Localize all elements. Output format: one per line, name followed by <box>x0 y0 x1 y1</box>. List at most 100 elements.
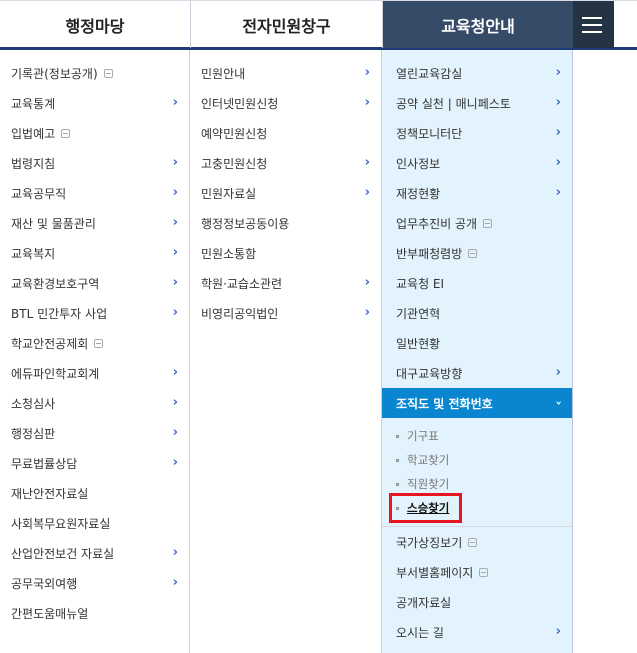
menu-item[interactable]: 업무추진비 공개 <box>382 208 572 238</box>
chevron-right-icon: › <box>555 95 561 110</box>
menu-item[interactable]: 입법예고 <box>0 118 189 148</box>
menu-item[interactable]: 예약민원신청 <box>190 118 381 148</box>
submenu-item-label: 스승찾기 <box>407 501 450 515</box>
menu-item[interactable]: 공무국외여행 › <box>0 568 189 598</box>
menu-item[interactable]: 인사정보 › <box>382 148 572 178</box>
chevron-right-icon: › <box>364 155 370 170</box>
column-office-guide: 열린교육감실 › 공약 실천 | 매니페스토 › 정책모니터단 › 인사정보 › 재정현황 › 업무… <box>382 50 573 653</box>
menu-item[interactable]: 교육복지 › <box>0 238 189 268</box>
hamburger-menu-button[interactable] <box>573 1 614 48</box>
menu-item[interactable]: 교육통계 › <box>0 88 189 118</box>
menu-item-label: 행정심판 <box>11 426 56 441</box>
menu-item[interactable]: 에듀파인학교회계 › <box>0 358 189 388</box>
menu-item-label: 부서별홈페이지 <box>396 565 474 580</box>
new-window-icon <box>468 537 478 547</box>
menu-item-label: 오시는 길 <box>396 625 444 640</box>
new-window-icon <box>479 567 489 577</box>
menu-item[interactable]: 국가상징보기 <box>382 527 572 557</box>
tab-administration[interactable]: 행정마당 <box>65 16 125 36</box>
menu-item-label: 민원자료실 <box>201 186 257 201</box>
menu-item[interactable]: 기록관(정보공개) <box>0 58 189 88</box>
chevron-right-icon: › <box>555 125 561 140</box>
menu-item-label: 기관연혁 <box>396 306 441 321</box>
menu-item-label: 재정현황 <box>396 186 441 201</box>
chevron-right-icon: › <box>172 395 178 410</box>
menu-item-label: 재난안전자료실 <box>11 486 89 501</box>
menu-item-label: 일반현황 <box>396 336 441 351</box>
menu-item[interactable]: 기관연혁 <box>382 298 572 328</box>
menu-item[interactable]: 오시는 길 › <box>382 617 572 647</box>
bullet-icon <box>396 458 399 462</box>
menu-item[interactable]: 대구교육방향 › <box>382 358 572 388</box>
bullet-icon <box>396 506 399 510</box>
menu-item[interactable]: 인터넷민원신청 › <box>190 88 381 118</box>
menu-item[interactable]: 사회복무요원자료실 <box>0 508 189 538</box>
menu-item[interactable]: 학원·교습소관련 › <box>190 268 381 298</box>
menu-item[interactable]: 교육공무직 › <box>0 178 189 208</box>
menu-item[interactable]: 고충민원신청 › <box>190 148 381 178</box>
menu-item-label: 대구교육방향 <box>396 366 463 381</box>
menu-item[interactable]: 비영리공익법인 › <box>190 298 381 328</box>
menu-item-label: 행정정보공동이용 <box>201 216 290 231</box>
menu-item[interactable]: 학교안전공제회 <box>0 328 189 358</box>
menu-item[interactable]: 교육환경보호구역 › <box>0 268 189 298</box>
menu-item[interactable]: 간편도움매뉴얼 <box>0 598 189 628</box>
menu-item[interactable]: 민원안내 › <box>190 58 381 88</box>
menu-item[interactable]: 교육청 EI <box>382 268 572 298</box>
menu-item[interactable]: 재난안전자료실 <box>0 478 189 508</box>
menu-item-label: 교육통계 <box>11 96 56 111</box>
hamburger-icon-line <box>585 23 602 26</box>
menu-item[interactable]: 민원소통함 <box>190 238 381 268</box>
menu-item[interactable]: 재정현황 › <box>382 178 572 208</box>
menu-item-label: 기록관(정보공개) <box>11 66 98 81</box>
chevron-right-icon: › <box>555 624 561 639</box>
submenu-item[interactable]: 직원찾기 <box>396 472 572 496</box>
menu-item-label: 반부패청렴방 <box>396 246 463 261</box>
chevron-right-icon: › <box>364 275 370 290</box>
menu-item[interactable]: 정책모니터단 › <box>382 118 572 148</box>
menu-item[interactable]: 소청심사 › <box>0 388 189 418</box>
chevron-right-icon: › <box>172 575 178 590</box>
tab-e-civil-service[interactable]: 전자민원창구 <box>190 1 382 48</box>
menu-item[interactable]: 법령지침 › <box>0 148 189 178</box>
bullet-icon <box>396 434 399 438</box>
menu-item[interactable]: 부서별홈페이지 <box>382 557 572 587</box>
chevron-right-icon: › <box>172 185 178 200</box>
menu-item[interactable]: 재산 및 물품관리 › <box>0 208 189 238</box>
menu-item[interactable]: 무료법률상담 › <box>0 448 189 478</box>
chevron-right-icon: › <box>364 65 370 80</box>
menu-item[interactable]: BTL 민간투자 사업 › <box>0 298 189 328</box>
chevron-right-icon: › <box>364 185 370 200</box>
menu-item[interactable]: 열린교육감실 › <box>382 58 572 88</box>
hamburger-icon <box>585 16 602 19</box>
menu-item-label: 국가상징보기 <box>396 535 463 550</box>
menu-item[interactable]: 반부패청렴방 <box>382 238 572 268</box>
chevron-right-icon: › <box>172 365 178 380</box>
chevron-right-icon: › <box>172 215 178 230</box>
menu-item[interactable]: 공개자료실 <box>382 587 572 617</box>
menu-item-label: 교육청 EI <box>396 276 445 291</box>
new-window-icon <box>61 128 71 138</box>
menu-item[interactable]: 행정심판 › <box>0 418 189 448</box>
tab-office-guide[interactable]: 교육청안내 <box>382 1 573 48</box>
submenu-item[interactable]: 기구표 <box>396 424 572 448</box>
chevron-right-icon: › <box>364 95 370 110</box>
chevron-right-icon: › <box>555 65 561 80</box>
chevron-right-icon: › <box>172 275 178 290</box>
submenu-item[interactable]: 스승찾기 <box>389 493 462 523</box>
menu-item-label: 예약민원신청 <box>201 126 268 141</box>
menu-item[interactable]: 행정정보공동이용 <box>190 208 381 238</box>
menu-item[interactable]: 일반현황 <box>382 328 572 358</box>
menu-item-label: 학원·교습소관련 <box>201 276 283 291</box>
menu-item-label: 공약 실천 | 매니페스토 <box>396 96 511 111</box>
menu-item-label: 간편도움매뉴얼 <box>11 606 89 621</box>
chevron-right-icon: › <box>172 245 178 260</box>
menu-item[interactable]: 조직도 및 전화번호 › <box>382 388 572 418</box>
menu-item[interactable]: 산업안전보건 자료실 › <box>0 538 189 568</box>
menu-item[interactable]: 공약 실천 | 매니페스토 › <box>382 88 572 118</box>
submenu-item[interactable]: 학교찾기 <box>396 448 572 472</box>
menu-item-label: 교육환경보호구역 <box>11 276 100 291</box>
menu-item[interactable]: 민원자료실 › <box>190 178 381 208</box>
chevron-right-icon: › <box>172 305 178 320</box>
